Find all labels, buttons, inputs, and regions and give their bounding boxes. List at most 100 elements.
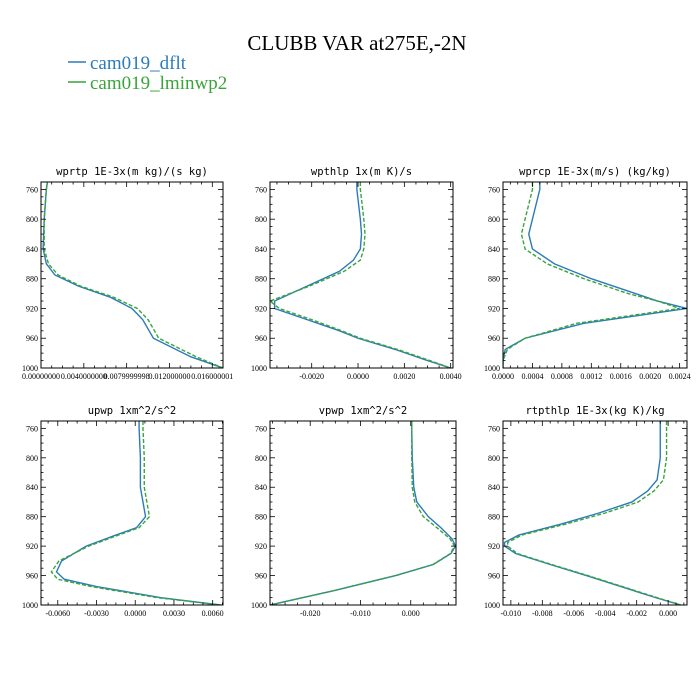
panel-title: upwp 1xm^2/s^2 [88,405,177,417]
x-tick-label: -0.002 [626,609,647,618]
x-tick-label: 0.00000000 [22,372,60,381]
x-tick-label: 0.000 [659,609,677,618]
panel-title: vpwp 1xm^2/s^2 [319,405,408,417]
y-tick-label: 960 [26,334,38,343]
panel-title: rtpthlp 1E-3x(kg K)/kg [525,405,664,417]
y-tick-label: 880 [255,513,267,522]
y-tick-label: 800 [488,215,500,224]
y-tick-label: 760 [488,424,500,433]
y-tick-label: 920 [488,304,500,313]
x-tick-label: 0.0040000000 [61,372,107,381]
y-tick-label: 1000 [251,364,267,373]
y-tick-label: 840 [26,245,38,254]
y-tick-label: 1000 [22,601,38,610]
panel-4: upwp 1xm^2/s^2 760 800 840 880 920 960 1000 -0.0… [22,405,224,618]
y-tick-label: 920 [26,304,38,313]
y-tick-label: 800 [255,215,267,224]
panel-5: vpwp 1xm^2/s^2 760 800 840 880 920 960 1000 -0.0… [251,405,457,618]
plot-frame [502,420,688,606]
x-tick-label: -0.0030 [84,609,109,618]
x-tick-label: -0.0020 [299,372,324,381]
series-line-dflt [42,182,223,368]
panel-title: wprtp 1E-3x(m kg)/(s kg) [56,166,208,178]
y-tick-label: 920 [488,542,500,551]
y-tick-label: 760 [488,185,500,194]
series-line-dflt [273,182,451,368]
y-tick-label: 840 [26,483,38,492]
x-tick-label: -0.010 [350,609,371,618]
series-line-dflt [270,421,456,605]
legend-label-lminwp2: cam019_lminwp2 [90,73,227,94]
x-tick-label: 0.0008 [551,372,573,381]
x-tick-label: 0.0000 [347,372,369,381]
y-tick-label: 840 [255,483,267,492]
series-line-lminwp2 [50,421,221,605]
x-tick-label: 0.0030 [163,609,185,618]
series-line-lminwp2 [507,421,681,605]
x-tick-label: -0.010 [501,609,522,618]
y-tick-label: 960 [255,334,267,343]
y-tick-label: 880 [255,275,267,284]
x-tick-label: 0.0020 [393,372,415,381]
x-tick-label: 0.016000001 [191,372,233,381]
x-tick-label: 0.0040 [440,372,462,381]
plot-frame [40,420,224,606]
x-tick-label: 0.0016 [610,372,632,381]
y-tick-label: 880 [26,275,38,284]
y-tick-label: 760 [255,424,267,433]
y-tick-label: 1000 [22,364,38,373]
y-tick-label: 800 [26,215,38,224]
y-tick-label: 880 [26,513,38,522]
series-line-lminwp2 [503,182,680,368]
x-tick-label: 0.0060 [202,609,224,618]
panel-3: wprcp 1E-3x(m/s) (kg/kg) 760 800 840 880 920 9… [484,166,691,381]
panels: wprtp 1E-3x(m kg)/(s kg) 760 800 840 880 920 9… [22,166,691,618]
y-tick-label: 800 [26,454,38,463]
x-tick-label: -0.020 [300,609,321,618]
series-line-lminwp2 [43,182,223,368]
y-tick-label: 920 [26,542,38,551]
x-tick-label: 0.0020 [639,372,661,381]
x-tick-label: 0.0000 [124,609,146,618]
y-tick-label: 760 [255,185,267,194]
y-tick-label: 1000 [484,364,500,373]
y-tick-label: 840 [488,245,500,254]
x-tick-label: -0.008 [532,609,553,618]
plot-frame [502,181,688,369]
x-tick-label: 0.0012 [580,372,602,381]
y-tick-label: 880 [488,513,500,522]
x-tick-label: -0.0060 [45,609,70,618]
plot-frame [269,181,454,369]
panel-1: wprtp 1E-3x(m kg)/(s kg) 760 800 840 880 920 9… [22,166,233,381]
panel-title: wpthlp 1x(m K)/s [311,166,412,178]
series-line-dflt [55,421,221,605]
y-tick-label: 800 [255,454,267,463]
y-tick-label: 800 [488,454,500,463]
legend-label-dflt: cam019_dflt [90,53,187,74]
y-tick-label: 920 [255,542,267,551]
plot-frame [269,420,457,606]
y-tick-label: 840 [488,483,500,492]
panel-6: rtpthlp 1E-3x(kg K)/kg 760 800 840 880 920 960… [484,405,688,618]
y-tick-label: 960 [488,572,500,581]
y-tick-label: 960 [26,572,38,581]
series-line-dflt [503,182,687,368]
x-tick-label: -0.004 [595,609,616,618]
x-tick-label: 0.0004 [521,372,543,381]
y-tick-label: 840 [255,245,267,254]
figure-title: CLUBB VAR at275E,-2N [247,31,466,55]
x-tick-label: -0.006 [563,609,584,618]
x-tick-label: 0.0079999998 [104,372,150,381]
series-line-lminwp2 [270,421,456,605]
series-line-lminwp2 [270,182,451,368]
x-tick-label: 0.0000 [492,372,514,381]
y-tick-label: 760 [26,424,38,433]
y-tick-label: 960 [255,572,267,581]
y-tick-label: 920 [255,304,267,313]
legend: cam019_dflt cam019_lminwp2 [68,53,227,94]
y-tick-label: 960 [488,334,500,343]
panel-2: wpthlp 1x(m K)/s 760 800 840 880 920 960 1000 -0… [251,166,462,381]
y-tick-label: 1000 [484,601,500,610]
y-tick-label: 1000 [251,601,267,610]
